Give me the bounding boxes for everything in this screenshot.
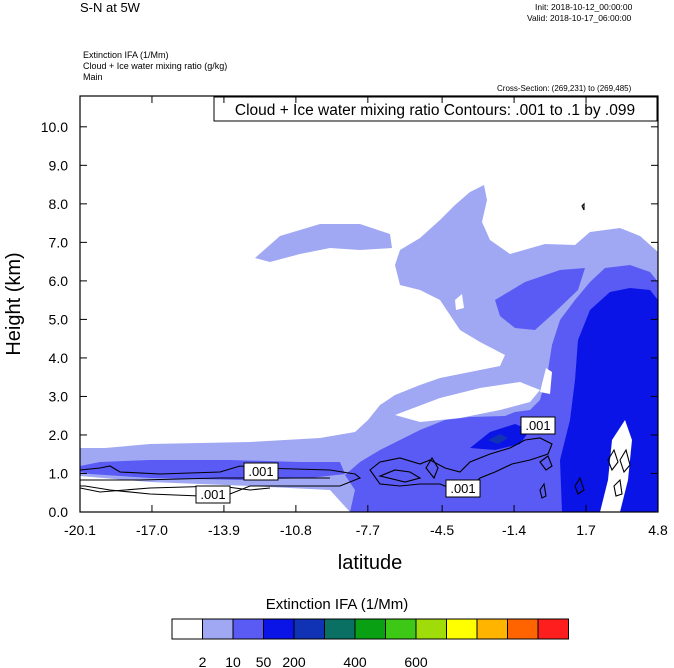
x-axis: -20.1 -17.0 -13.9 -10.8 -7.7 -4.5 -1.4 1.7 4.8 — [64, 96, 668, 538]
subtitle-extinction: Extinction IFA (1/Mm) — [83, 50, 169, 60]
x-axis-label: latitude — [338, 552, 403, 574]
contour-label: .001 — [248, 464, 273, 479]
y-tick-label: 1.0 — [49, 465, 69, 481]
colorbar-swatch — [293, 618, 325, 640]
fill-hole-right — [600, 420, 632, 512]
colorbar-label: 200 — [282, 654, 306, 668]
y-tick-label: 0.0 — [49, 504, 69, 520]
x-tick-label: -4.5 — [430, 522, 454, 538]
contour-info-box: Cloud + Ice water mixing ratio Contours:… — [213, 96, 658, 122]
colorbar-title: Extinction IFA (1/Mm) — [265, 596, 409, 613]
y-axis: 0.0 1.0 2.0 3.0 4.0 5.0 6.0 7.0 8.0 9.0 10.0 — [41, 119, 658, 520]
contour-label: .001 — [450, 481, 475, 496]
fill-low-band — [80, 460, 345, 480]
contour-line — [369, 437, 553, 491]
filled-contours — [80, 185, 658, 512]
contour-label: .001 — [200, 487, 225, 502]
y-tick-label: 4.0 — [49, 350, 69, 366]
y-tick-label: 7.0 — [49, 234, 69, 250]
contour-line — [613, 478, 623, 497]
contour-label-group: .001 .001 .001 .001 — [195, 416, 556, 504]
colorbar-swatch — [537, 618, 569, 640]
x-tick-label: 4.8 — [648, 522, 668, 538]
contour-info-text: Cloud + Ice water mixing ratio Contours:… — [235, 102, 635, 119]
colorbar-label: 50 — [256, 654, 272, 668]
y-tick-label: 3.0 — [49, 388, 69, 404]
contour-line — [80, 477, 330, 481]
contour-line — [581, 202, 585, 211]
colorbar: 2 10 50 200 400 600 — [171, 618, 569, 668]
fill-hole-small — [455, 294, 464, 310]
colorbar-label: 2 — [199, 654, 207, 668]
contour-line — [539, 482, 547, 499]
y-tick-label: 8.0 — [49, 196, 69, 212]
mixing-ratio-contours — [80, 202, 631, 499]
y-tick-label: 6.0 — [49, 273, 69, 289]
colorbar-swatch — [232, 618, 264, 640]
y-tick-label: 2.0 — [49, 427, 69, 443]
plot-frame — [79, 95, 659, 513]
colorbar-label: 10 — [225, 654, 241, 668]
contour-label-box — [520, 416, 556, 435]
fill-hole-right-2 — [540, 368, 552, 394]
colorbar-swatch — [415, 618, 447, 640]
x-tick-label: -10.8 — [280, 522, 312, 538]
colorbar-swatch — [385, 618, 417, 640]
contour-line — [80, 485, 271, 493]
y-tick-label: 5.0 — [49, 311, 69, 327]
x-tick-label: 1.7 — [576, 522, 596, 538]
colorbar-swatch — [202, 618, 234, 640]
fill-hole — [395, 382, 540, 422]
colorbar-label: 400 — [343, 654, 367, 668]
contour-line — [574, 476, 585, 495]
y-tick-label: 9.0 — [49, 157, 69, 173]
x-tick-label: -20.1 — [64, 522, 96, 538]
contour-label-box — [243, 462, 279, 481]
cross-section-label: Cross-Section: (269,231) to (269,485) — [497, 84, 632, 93]
subtitle-mixing-ratio: Cloud + Ice water mixing ratio (g/kg) — [83, 61, 228, 71]
fill-level-50-200 — [560, 288, 658, 512]
colorbar-label: 600 — [404, 654, 428, 668]
x-tick-label: -1.4 — [502, 522, 526, 538]
colorbar-swatch — [507, 618, 539, 640]
plot-title: S-N at 5W — [80, 0, 140, 15]
contour-label-box — [445, 479, 481, 498]
colorbar-swatch — [446, 618, 478, 640]
colorbar-swatch — [263, 618, 295, 640]
init-time: Init: 2018-10-12_00:00:00 — [535, 2, 633, 12]
x-tick-label: -7.7 — [356, 522, 380, 538]
fill-level-200-400 — [488, 434, 508, 444]
contour-info-frame — [213, 96, 658, 122]
x-tick-label: -13.9 — [208, 522, 240, 538]
contour-line — [425, 456, 439, 480]
contour-line — [619, 448, 631, 474]
subtitle-main: Main — [83, 72, 103, 82]
colorbar-swatch — [354, 618, 386, 640]
contour-line — [80, 465, 362, 497]
colorbar-swatch — [476, 618, 508, 640]
contour-line — [539, 455, 553, 471]
y-tick-label: 10.0 — [41, 119, 68, 135]
colorbar-swatch — [171, 618, 203, 640]
contour-line — [378, 469, 422, 483]
colorbar-swatch — [324, 618, 356, 640]
valid-time: Valid: 2018-10-17_06:00:00 — [527, 13, 632, 23]
fill-mid-band — [495, 268, 585, 330]
y-axis-label: Height (km) — [3, 252, 25, 355]
contour-label: .001 — [525, 418, 550, 433]
fill-upper-cirrus — [255, 224, 392, 262]
field-descriptions: Extinction IFA (1/Mm) Cloud + Ice water … — [83, 50, 227, 83]
x-tick-label: -17.0 — [136, 522, 168, 538]
contour-label-box — [195, 485, 231, 504]
contour-line — [607, 448, 619, 472]
